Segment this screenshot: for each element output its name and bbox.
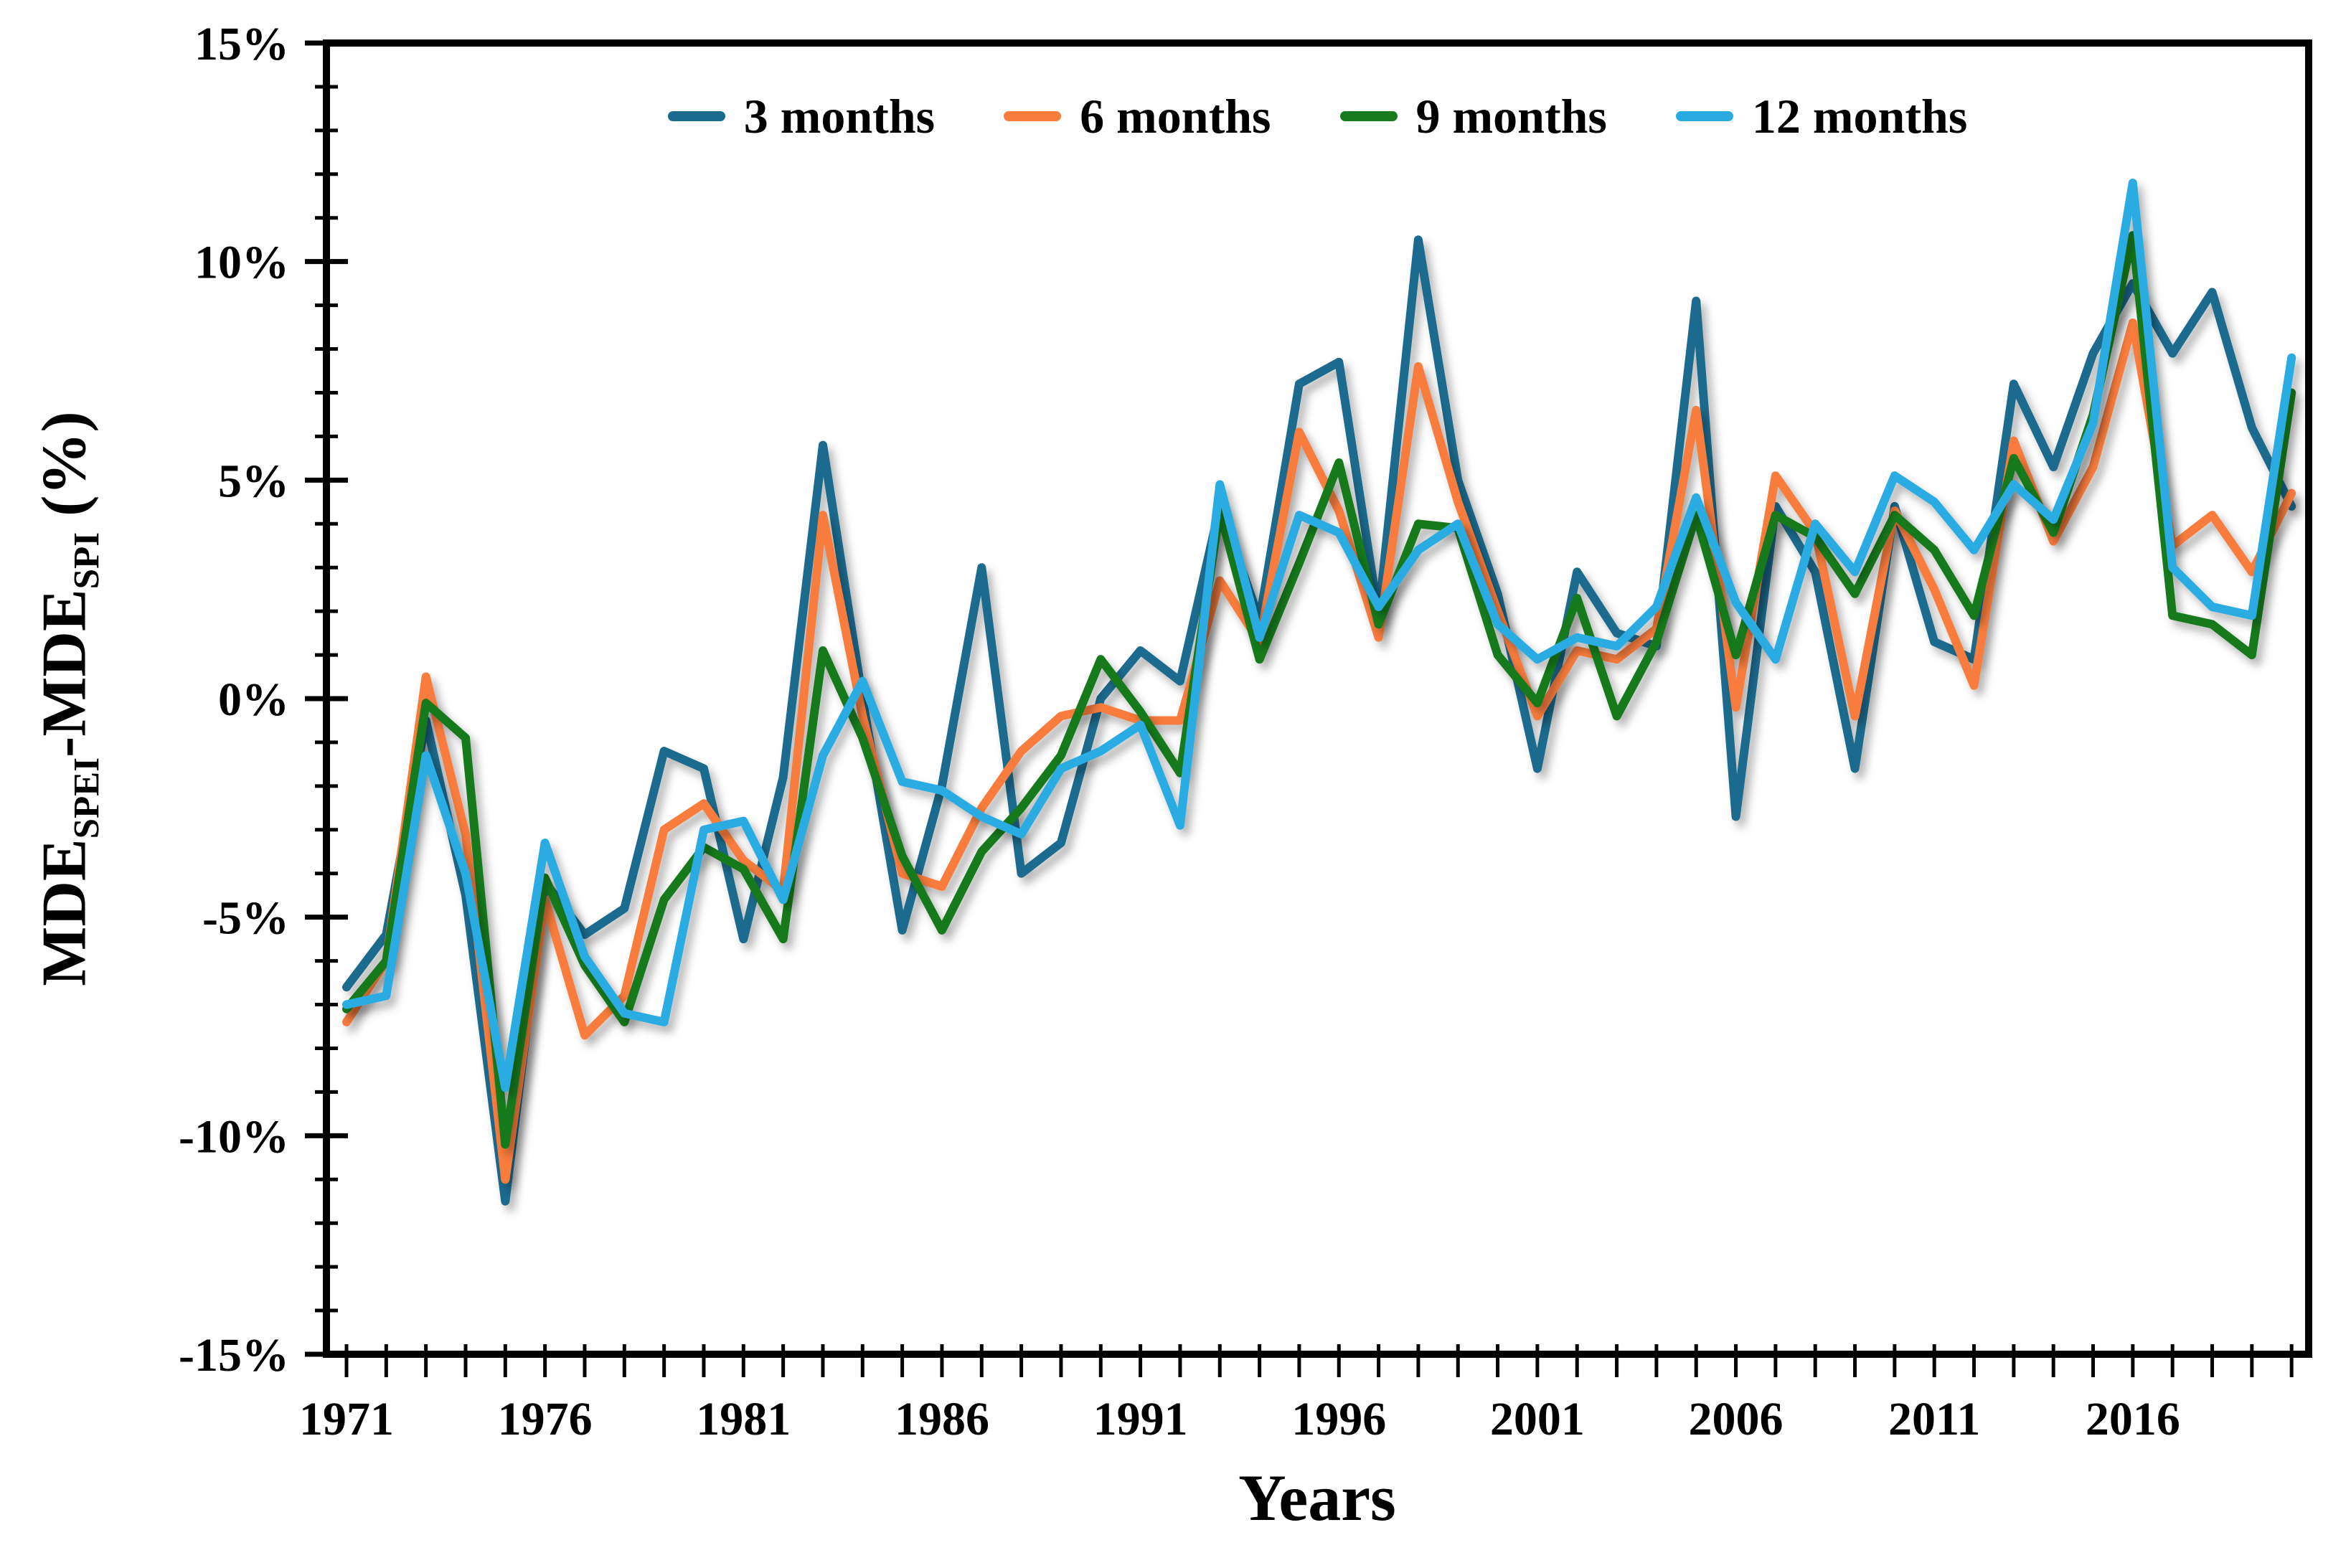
legend-label: 9 months — [1415, 89, 1607, 143]
x-axis-title: Years — [1238, 1461, 1396, 1534]
series-line-6-months — [342, 318, 2296, 1184]
y-axis-title-subscript: SPEI — [67, 757, 108, 839]
series-line-9-months — [342, 231, 2296, 1149]
x-tick-label: 1981 — [696, 1393, 791, 1445]
y-tick-label: 0% — [218, 674, 289, 726]
y-tick-label: -10% — [179, 1110, 289, 1163]
y-axis-title-text: -MDE — [29, 589, 100, 757]
legend-label: 6 months — [1080, 89, 1271, 143]
y-tick-label: 10% — [194, 237, 289, 289]
y-axis-title: MDESPEI-MDESPI (%) — [29, 411, 108, 986]
y-tick-label: -15% — [179, 1329, 289, 1382]
legend-swatch — [1004, 111, 1062, 121]
x-tick-label: 1996 — [1291, 1393, 1386, 1445]
x-tick-label: 1971 — [299, 1393, 394, 1445]
y-axis-tick-labels: 15% 10% 5% 0% -5% -10% -15% — [179, 18, 289, 1382]
legend-item-12-months: 12 months — [1675, 89, 1968, 143]
y-axis-ticks — [305, 40, 348, 1357]
x-tick-label: 1986 — [895, 1393, 989, 1445]
legend-item-6-months: 6 months — [1004, 92, 1271, 141]
legend-item-3-months: 3 months — [667, 89, 936, 143]
y-axis-title-text: (%) — [29, 411, 100, 532]
x-tick-label: 2016 — [2086, 1393, 2180, 1445]
x-tick-label: 1976 — [498, 1393, 593, 1445]
x-tick-label: 2006 — [1689, 1393, 1784, 1445]
series-line-12-months — [342, 179, 2296, 1092]
x-tick-label: 2011 — [1888, 1393, 1980, 1445]
plot-frame — [323, 39, 2312, 1358]
y-tick-label: 5% — [218, 455, 289, 507]
chart-legend: 3 months 6 months 9 months 12 months — [326, 92, 2309, 141]
legend-swatch — [1339, 111, 1398, 121]
y-axis-title-text: MDE — [29, 839, 100, 986]
series-line-3-months — [342, 235, 2296, 1206]
x-axis-ticks — [344, 1344, 2294, 1377]
x-axis-tick-labels: 1971 1976 1981 1986 1991 1996 2001 2006 2011 2016 — [299, 1393, 2180, 1445]
legend-item-9-months: 9 months — [1339, 89, 1607, 143]
y-tick-label: -5% — [202, 892, 289, 945]
y-axis-title-subscript: SPI — [67, 532, 108, 590]
y-tick-label: 15% — [194, 18, 289, 70]
legend-swatch — [667, 111, 725, 121]
legend-label: 12 months — [1751, 89, 1968, 143]
x-tick-label: 2001 — [1490, 1393, 1585, 1445]
legend-swatch — [1675, 111, 1733, 121]
x-tick-label: 1991 — [1093, 1393, 1188, 1445]
legend-label: 3 months — [743, 89, 936, 143]
